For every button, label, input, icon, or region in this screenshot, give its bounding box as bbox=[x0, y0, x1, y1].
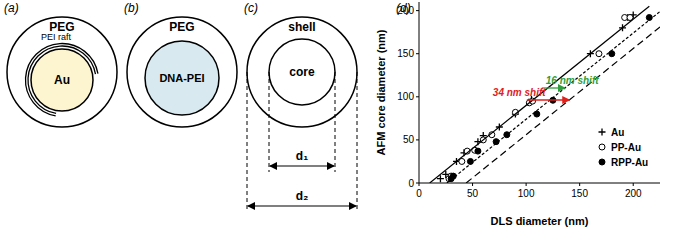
dimension-label: d₂ bbox=[296, 189, 309, 203]
x-tick-label: 100 bbox=[518, 188, 535, 199]
legend: Au PP-Au RPP-Au bbox=[599, 127, 649, 168]
y-tick-label: 0 bbox=[408, 178, 414, 189]
dimension-guide bbox=[357, 72, 358, 212]
x-tick-label: 200 bbox=[625, 188, 642, 199]
data-point bbox=[534, 111, 540, 117]
dimension-guide bbox=[247, 72, 248, 212]
legend-label: PP-Au bbox=[611, 142, 641, 153]
chart: (d)050100150200050100150200DLS diameter … bbox=[375, 1, 660, 227]
legend-marker bbox=[599, 129, 606, 136]
inner-circle bbox=[31, 49, 93, 111]
dimension-label: d₁ bbox=[296, 149, 308, 163]
y-tick-label: 100 bbox=[397, 91, 414, 102]
plot-area bbox=[430, 6, 660, 183]
legend-label: RPP-Au bbox=[611, 157, 648, 168]
raft-label: PEI raft bbox=[41, 32, 72, 42]
outer-circle bbox=[127, 17, 237, 127]
dimension-guide bbox=[335, 72, 336, 172]
y-tick bbox=[416, 53, 419, 54]
x-tick-label: 50 bbox=[467, 188, 479, 199]
y-tick-label: 50 bbox=[403, 134, 415, 145]
dimension-arrow bbox=[270, 165, 334, 166]
x-tick-label: 150 bbox=[571, 188, 588, 199]
inner-label: core bbox=[289, 65, 315, 79]
legend-label: Au bbox=[611, 127, 624, 138]
x-tick bbox=[579, 183, 580, 186]
fit-line bbox=[447, 11, 660, 183]
x-tick bbox=[472, 183, 473, 186]
outer-circle bbox=[247, 17, 357, 127]
data-point bbox=[475, 148, 481, 154]
y-axis-label: AFM core diameter (nm) bbox=[375, 29, 387, 155]
inner-label: Au bbox=[54, 73, 70, 87]
outer-circle bbox=[7, 17, 117, 127]
y-tick bbox=[416, 96, 419, 97]
y-tick bbox=[416, 139, 419, 140]
figure: (a)PEGAuPEI raft(b)PEGDNA-PEI(c)shellcor… bbox=[0, 0, 685, 230]
x-tick bbox=[526, 183, 527, 186]
annotation: 34 nm shift bbox=[493, 87, 546, 98]
dimension-guide bbox=[269, 72, 270, 172]
inner-circle bbox=[145, 41, 219, 115]
diagram-panel: (b) PEG DNA-PEI bbox=[124, 1, 237, 127]
diagram-panel: (a)PEGAuPEI raft bbox=[4, 1, 117, 127]
x-tick-label: 0 bbox=[416, 188, 422, 199]
legend-marker bbox=[599, 144, 605, 150]
panel-label: (a) bbox=[4, 1, 19, 15]
annotations: 16 nm shift34 nm shift bbox=[493, 75, 599, 100]
x-axis bbox=[419, 183, 660, 184]
fit-line bbox=[430, 6, 650, 183]
inner-circle bbox=[269, 39, 335, 105]
data-point bbox=[596, 51, 602, 57]
pei-raft bbox=[25, 44, 97, 116]
panel-label: (b) bbox=[124, 1, 139, 15]
pei-raft bbox=[28, 46, 95, 113]
shift-arrow bbox=[527, 99, 569, 100]
diagram-panel: (c) shell core d₁ d₂ bbox=[244, 1, 357, 212]
y-tick bbox=[416, 10, 419, 11]
outer-label: PEG bbox=[169, 20, 194, 34]
inner-label: DNA-PEI bbox=[159, 72, 204, 84]
annotation: 16 nm shift bbox=[546, 75, 599, 86]
outer-label: shell bbox=[288, 20, 315, 34]
y-tick bbox=[416, 183, 419, 184]
x-axis-label: DLS diameter (nm) bbox=[491, 215, 589, 227]
x-tick bbox=[633, 183, 634, 186]
y-tick-label: 200 bbox=[397, 5, 414, 16]
y-axis bbox=[419, 2, 420, 183]
fit-line bbox=[466, 27, 660, 183]
panel-label: (c) bbox=[244, 1, 258, 15]
legend-marker bbox=[599, 159, 605, 165]
y-tick-label: 150 bbox=[397, 48, 414, 59]
data-point bbox=[609, 51, 615, 57]
dimension-arrow bbox=[248, 205, 356, 206]
